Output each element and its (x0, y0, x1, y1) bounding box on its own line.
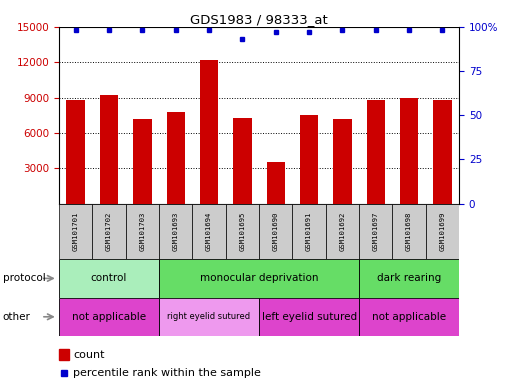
Text: GSM101701: GSM101701 (73, 212, 78, 251)
Text: GSM101699: GSM101699 (440, 212, 445, 251)
Bar (59, 204, 92, 259)
Bar (333, 119, 351, 204)
Bar (200, 60, 218, 204)
Bar (100, 95, 118, 204)
Bar (267, 162, 285, 204)
Text: GSM101702: GSM101702 (106, 212, 112, 251)
Text: count: count (73, 350, 105, 360)
Bar (433, 100, 451, 204)
Text: control: control (91, 273, 127, 283)
Text: other: other (3, 312, 30, 322)
Bar (167, 112, 185, 204)
Bar (233, 118, 251, 204)
Text: GSM101691: GSM101691 (306, 212, 312, 251)
Text: GSM101693: GSM101693 (173, 212, 179, 251)
Bar (259, 204, 292, 259)
Bar (159, 259, 359, 298)
Bar (359, 204, 392, 259)
Text: percentile rank within the sample: percentile rank within the sample (73, 368, 261, 378)
Bar (326, 204, 359, 259)
Bar (359, 298, 459, 336)
Bar (426, 204, 459, 259)
Text: GSM101695: GSM101695 (240, 212, 245, 251)
Bar (359, 259, 459, 298)
Text: right eyelid sutured: right eyelid sutured (167, 312, 251, 321)
Bar (192, 204, 226, 259)
Title: GDS1983 / 98333_at: GDS1983 / 98333_at (190, 13, 328, 26)
Bar (133, 119, 151, 204)
Bar (126, 204, 159, 259)
Text: GSM101690: GSM101690 (273, 212, 279, 251)
Text: GSM101692: GSM101692 (340, 212, 345, 251)
Text: left eyelid sutured: left eyelid sutured (262, 312, 357, 322)
Bar (159, 204, 192, 259)
Bar (300, 115, 318, 204)
Bar (259, 298, 359, 336)
Bar (59, 298, 159, 336)
Bar (67, 100, 85, 204)
Bar (159, 298, 259, 336)
Text: GSM101703: GSM101703 (140, 212, 145, 251)
Text: protocol: protocol (3, 273, 45, 283)
Bar (226, 204, 259, 259)
Text: monocular deprivation: monocular deprivation (200, 273, 318, 283)
Bar (367, 100, 385, 204)
Bar (400, 98, 418, 204)
Text: GSM101697: GSM101697 (373, 212, 379, 251)
Text: dark rearing: dark rearing (377, 273, 441, 283)
Bar (92, 204, 126, 259)
Bar (392, 204, 426, 259)
Bar (59, 259, 159, 298)
Bar (292, 204, 326, 259)
Text: GSM101694: GSM101694 (206, 212, 212, 251)
Text: GSM101698: GSM101698 (406, 212, 412, 251)
Text: not applicable: not applicable (72, 312, 146, 322)
Bar (59, 349, 69, 360)
Text: not applicable: not applicable (372, 312, 446, 322)
